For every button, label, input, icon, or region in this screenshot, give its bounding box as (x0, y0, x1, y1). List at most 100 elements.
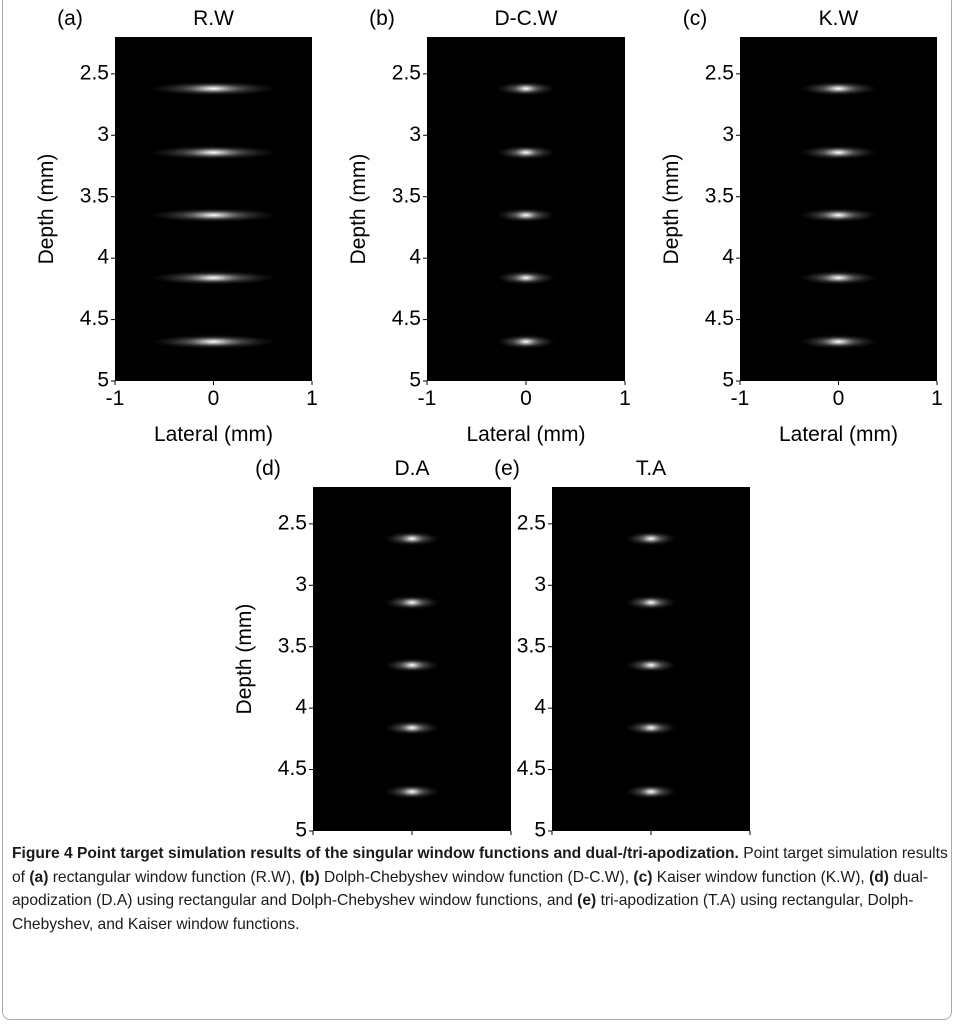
caption-ref: (a) (29, 868, 49, 886)
point-target (799, 208, 878, 223)
panel-title: D-C.W (495, 7, 558, 30)
caption: Figure 4 Point target simulation results… (12, 842, 948, 936)
y-axis-label: Depth (mm) (472, 604, 495, 715)
point-target (625, 531, 677, 546)
point-target (496, 334, 556, 349)
target-core (639, 786, 663, 797)
x-tick-label: -1 (304, 837, 323, 840)
point-target (384, 595, 440, 610)
y-tick-label: 3.5 (278, 634, 307, 657)
target-core (639, 660, 663, 671)
caption-text: dual-apodization (D.A) using rectangular… (12, 868, 929, 910)
target-core (184, 83, 243, 94)
y-tick-label: 3.5 (80, 184, 109, 207)
caption-text: Dolph-Chebyshev window function (D-C.W), (319, 868, 634, 886)
target-core (184, 336, 243, 347)
target-core (512, 336, 540, 347)
x-tick-label: 0 (406, 837, 418, 840)
x-tick-label: 1 (306, 387, 318, 410)
y-tick-label: 3 (409, 123, 421, 146)
target-core (399, 722, 425, 733)
target-core (820, 147, 857, 158)
panel-label: (d) (255, 457, 281, 480)
panel-title: R.W (193, 7, 234, 30)
y-tick-label: 4 (722, 246, 734, 269)
y-tick-label: 2.5 (392, 61, 421, 84)
y-tick-label: 5 (295, 819, 307, 840)
y-tick-label: 3 (534, 573, 546, 596)
y-tick-label: 4 (409, 246, 421, 269)
target-core (820, 272, 857, 283)
point-target (625, 658, 677, 673)
x-axis-label: Lateral (mm) (779, 423, 898, 446)
x-tick-label: -1 (731, 387, 750, 410)
y-tick-label: 4 (97, 246, 109, 269)
x-tick-label: 0 (520, 387, 532, 410)
point-target (149, 334, 278, 349)
panel-title: T.A (636, 457, 666, 480)
x-tick-label: -1 (543, 837, 562, 840)
target-core (184, 210, 243, 221)
panel-label: (a) (57, 7, 83, 30)
y-tick-label: 5 (409, 369, 421, 392)
point-target (496, 81, 556, 96)
target-core (184, 272, 243, 283)
point-target (149, 145, 278, 160)
point-target (799, 81, 878, 96)
y-tick-label: 4.5 (705, 307, 734, 330)
y-tick-label: 2.5 (705, 61, 734, 84)
x-axis-label: Lateral (mm) (466, 423, 585, 446)
caption-ref: (c) (633, 868, 653, 886)
point-target (149, 81, 278, 96)
target-core (512, 83, 540, 94)
x-tick-label: 1 (744, 837, 756, 840)
caption-text: Point target simulation results of (12, 845, 948, 886)
y-axis-label: Depth (mm) (660, 154, 683, 265)
y-tick-label: 4.5 (80, 307, 109, 330)
target-core (399, 660, 425, 671)
target-core (820, 336, 857, 347)
point-target (149, 208, 278, 223)
y-tick-label: 2.5 (517, 511, 546, 534)
y-tick-label: 2.5 (80, 61, 109, 84)
target-core (512, 147, 540, 158)
point-target (625, 720, 677, 735)
point-target (384, 658, 440, 673)
y-tick-label: 4 (534, 696, 546, 719)
y-tick-label: 2.5 (278, 511, 307, 534)
point-target (625, 595, 677, 610)
panel-label: (e) (494, 457, 520, 480)
target-core (512, 272, 540, 283)
caption-text: rectangular window function (R.W), (48, 868, 300, 886)
point-target (799, 270, 878, 285)
y-tick-label: 3.5 (705, 184, 734, 207)
point-target (625, 784, 677, 799)
target-core (399, 597, 425, 608)
x-tick-label: 1 (931, 387, 943, 410)
target-core (184, 147, 243, 158)
point-target (149, 270, 278, 285)
x-tick-label: 0 (645, 837, 657, 840)
y-tick-label: 3 (295, 573, 307, 596)
target-core (639, 722, 663, 733)
y-tick-label: 4.5 (278, 757, 307, 780)
caption-title: Figure 4 Point target simulation results… (12, 845, 739, 862)
y-axis-label: Depth (mm) (233, 604, 256, 715)
y-tick-label: 5 (534, 819, 546, 840)
point-target (799, 334, 878, 349)
target-core (820, 83, 857, 94)
target-core (512, 210, 540, 221)
point-target (496, 208, 556, 223)
x-axis-label: Lateral (mm) (154, 423, 273, 446)
y-tick-label: 5 (722, 369, 734, 392)
y-tick-label: 4.5 (392, 307, 421, 330)
point-target (384, 531, 440, 546)
target-core (639, 533, 663, 544)
y-tick-label: 3.5 (517, 634, 546, 657)
caption-body: Point target simulation results of (a) r… (12, 845, 948, 933)
y-tick-label: 3 (722, 123, 734, 146)
y-axis-label: Depth (mm) (35, 154, 58, 265)
